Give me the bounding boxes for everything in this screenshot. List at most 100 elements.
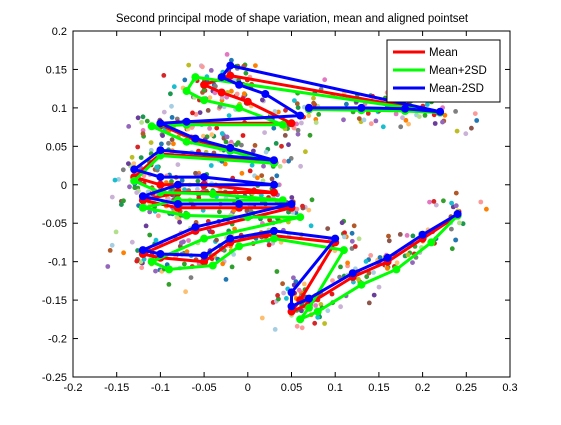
aligned-point	[361, 117, 367, 123]
aligned-point	[193, 170, 198, 176]
aligned-point	[148, 147, 154, 153]
aligned-point	[313, 303, 318, 308]
aligned-point	[262, 130, 267, 136]
aligned-point	[131, 161, 137, 167]
aligned-point	[119, 202, 124, 208]
series-line-0	[132, 74, 459, 314]
aligned-point	[281, 290, 286, 296]
series-marker-2	[130, 165, 139, 174]
aligned-point	[322, 77, 328, 83]
aligned-point	[472, 111, 478, 116]
x-tick-label: -0.05	[192, 382, 217, 394]
series-marker-2	[296, 111, 305, 120]
aligned-point	[120, 167, 126, 173]
aligned-point	[299, 308, 304, 314]
aligned-point	[244, 208, 250, 214]
series-marker-1	[138, 203, 147, 212]
aligned-point	[363, 259, 369, 264]
series-marker-1	[165, 265, 174, 274]
legend: Mean Mean+2SD Mean-2SD	[386, 39, 501, 103]
aligned-point	[371, 270, 376, 275]
series-marker-2	[401, 104, 410, 113]
aligned-point	[214, 125, 220, 131]
aligned-point	[229, 57, 234, 63]
y-tick-label: -0.1	[48, 257, 67, 269]
series-marker-2	[270, 226, 278, 235]
aligned-point	[329, 291, 335, 297]
series-marker-2	[453, 210, 462, 218]
series-marker-2	[348, 269, 357, 278]
aligned-point	[263, 149, 269, 155]
aligned-point	[311, 100, 316, 106]
series-marker-2	[138, 246, 147, 255]
y-tick-label: -0.05	[42, 218, 67, 230]
aligned-point	[116, 177, 121, 182]
series-marker-2	[191, 223, 200, 232]
y-tick-label: 0.2	[52, 26, 67, 38]
aligned-point	[308, 223, 314, 229]
series-marker-2	[270, 156, 278, 165]
aligned-point	[356, 276, 361, 282]
series-marker-1	[235, 103, 244, 112]
aligned-point	[249, 162, 255, 168]
series-marker-2	[200, 173, 209, 182]
aligned-point	[410, 260, 415, 265]
aligned-point	[478, 199, 484, 205]
series-marker-2	[235, 200, 244, 208]
series-marker-2	[331, 234, 340, 243]
aligned-point	[243, 70, 249, 76]
aligned-point	[269, 176, 275, 182]
x-tick-label: -0.15	[104, 382, 129, 394]
series-marker-2	[156, 146, 165, 155]
aligned-point	[281, 158, 287, 164]
aligned-point	[134, 258, 140, 264]
aligned-point	[469, 125, 474, 131]
aligned-point	[223, 277, 229, 282]
aligned-point	[325, 308, 331, 314]
aligned-point	[283, 107, 288, 113]
aligned-point	[457, 220, 462, 226]
aligned-point	[474, 118, 480, 123]
aligned-point	[386, 233, 391, 239]
aligned-point	[179, 240, 184, 246]
aligned-point	[252, 143, 258, 148]
aligned-point	[338, 304, 343, 310]
series-marker-2	[305, 294, 313, 303]
aligned-point	[224, 134, 230, 140]
x-tick-label: 0.3	[502, 382, 517, 394]
series-marker-2	[226, 61, 235, 70]
aligned-point	[148, 140, 154, 146]
series-marker-2	[217, 73, 226, 82]
aligned-point	[271, 125, 277, 131]
series-marker-2	[270, 180, 278, 189]
x-tick-label: 0.15	[368, 382, 389, 394]
series-marker-1	[305, 303, 313, 312]
aligned-point	[182, 187, 187, 193]
aligned-point	[105, 264, 111, 269]
series-line-1	[132, 75, 459, 321]
aligned-point	[231, 252, 237, 257]
series-marker-0	[200, 257, 209, 266]
aligned-point	[394, 260, 400, 266]
aligned-point	[234, 91, 240, 97]
aligned-point	[453, 109, 458, 114]
aligned-point	[159, 141, 164, 147]
y-tick-label: -0.25	[42, 372, 67, 384]
aligned-point	[294, 323, 300, 329]
aligned-point	[286, 158, 291, 164]
aligned-point	[441, 198, 446, 204]
aligned-point	[330, 278, 335, 283]
series-marker-2	[287, 288, 296, 297]
series-marker-1	[130, 176, 139, 185]
series-marker-2	[287, 200, 296, 208]
aligned-point	[295, 131, 301, 137]
aligned-point	[109, 242, 115, 248]
aligned-point	[125, 161, 131, 167]
aligned-point	[217, 209, 222, 215]
aligned-point	[342, 230, 347, 236]
x-tick-label: -0.1	[151, 382, 170, 394]
aligned-point	[182, 261, 187, 267]
aligned-point	[313, 120, 319, 125]
series-marker-1	[147, 122, 156, 131]
x-tick-label: 0.2	[415, 382, 430, 394]
